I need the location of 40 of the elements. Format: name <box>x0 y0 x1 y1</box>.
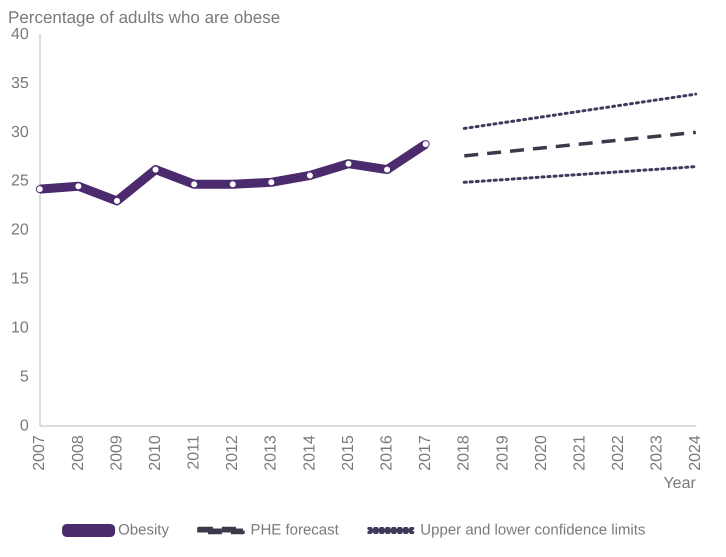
x-tick-label: 2024 <box>687 435 704 471</box>
legend-label: Upper and lower confidence limits <box>420 522 646 539</box>
point <box>267 178 276 186</box>
y-tick-label: 25 <box>11 172 29 190</box>
point <box>383 166 392 174</box>
y-tick-label: 15 <box>11 270 29 288</box>
x-tick-label: 2008 <box>70 435 87 471</box>
x-tick-label: 2016 <box>378 435 396 471</box>
point <box>36 185 44 194</box>
x-tick-label: 2021 <box>571 435 588 471</box>
legend-label: Obesity <box>118 522 170 539</box>
y-tick-label: 0 <box>20 418 29 435</box>
x-tick-label: 2019 <box>494 435 512 471</box>
x-tick-label: 2010 <box>146 435 164 471</box>
point <box>228 180 237 188</box>
x-tick-label: 2022 <box>610 435 628 471</box>
x-tick-label: 2013 <box>262 435 280 471</box>
x-tick-label: 2012 <box>224 435 242 471</box>
point <box>152 166 160 174</box>
x-tick-label: 2011 <box>186 435 203 470</box>
chart-title: Percentage of adults who are obese <box>8 8 280 27</box>
x-tick-label: 2007 <box>31 435 48 471</box>
x-tick-label: 2018 <box>456 435 473 471</box>
x-tick-label: 2020 <box>532 435 550 471</box>
x-tick-label: 2015 <box>340 435 357 471</box>
x-tick-label: 2009 <box>108 435 126 471</box>
point <box>190 180 198 188</box>
x-tick-label: 2017 <box>417 435 434 471</box>
y-tick-label: 40 <box>11 26 29 43</box>
x-tick-label: 2014 <box>301 435 318 471</box>
point <box>74 182 82 190</box>
x-tick-label: 2023 <box>648 435 666 471</box>
x-axis-title: Year <box>663 474 696 492</box>
y-tick-label: 20 <box>11 222 29 239</box>
point <box>422 140 430 148</box>
y-tick-label: 5 <box>20 368 29 386</box>
legend-label: PHE forecast <box>250 522 340 539</box>
y-tick-label: 35 <box>11 74 29 92</box>
y-tick-label: 10 <box>11 320 29 337</box>
y-tick-label: 30 <box>11 124 29 141</box>
